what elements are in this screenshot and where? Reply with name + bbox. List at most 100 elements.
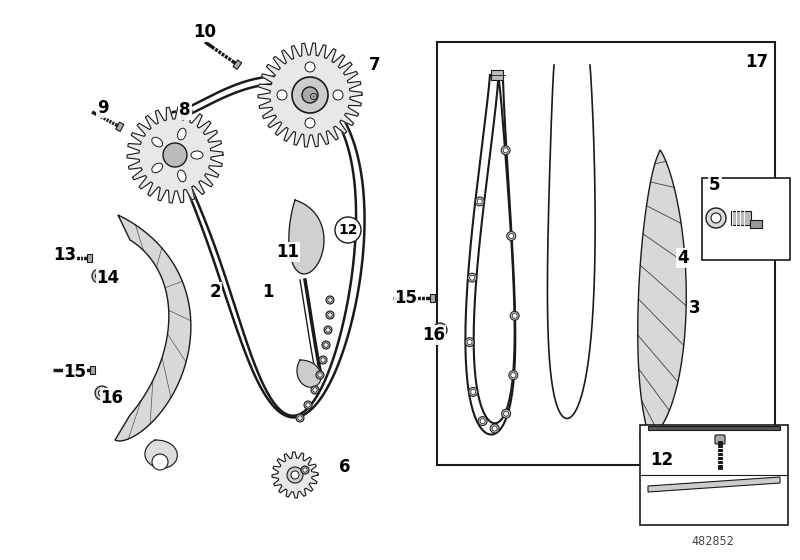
Text: 4: 4 xyxy=(677,249,689,267)
Circle shape xyxy=(95,273,102,279)
Circle shape xyxy=(318,373,322,377)
Circle shape xyxy=(509,371,518,380)
Text: 10: 10 xyxy=(194,23,217,41)
Circle shape xyxy=(326,311,334,319)
Polygon shape xyxy=(127,107,223,203)
Circle shape xyxy=(152,454,168,470)
Circle shape xyxy=(433,323,447,337)
Circle shape xyxy=(305,62,315,72)
Circle shape xyxy=(480,418,485,423)
Circle shape xyxy=(469,388,478,396)
Text: 15: 15 xyxy=(394,289,418,307)
Text: 13: 13 xyxy=(54,246,77,264)
Text: 17: 17 xyxy=(746,53,769,71)
Polygon shape xyxy=(145,440,178,468)
Polygon shape xyxy=(87,254,92,262)
Circle shape xyxy=(277,90,287,100)
Circle shape xyxy=(95,386,109,400)
Text: 9: 9 xyxy=(97,99,109,117)
Circle shape xyxy=(324,343,328,347)
Circle shape xyxy=(302,87,318,103)
FancyBboxPatch shape xyxy=(715,435,725,444)
Circle shape xyxy=(475,197,484,206)
Circle shape xyxy=(163,143,187,167)
Circle shape xyxy=(711,213,721,223)
Circle shape xyxy=(298,416,302,420)
Bar xyxy=(731,211,751,225)
Polygon shape xyxy=(258,43,362,147)
Circle shape xyxy=(316,371,324,379)
Polygon shape xyxy=(638,150,686,440)
Text: 16: 16 xyxy=(101,389,123,407)
Circle shape xyxy=(509,234,514,239)
Polygon shape xyxy=(648,477,780,492)
Circle shape xyxy=(291,471,299,479)
Circle shape xyxy=(437,326,443,334)
Text: 5: 5 xyxy=(710,176,721,194)
Polygon shape xyxy=(648,426,780,430)
Circle shape xyxy=(313,388,318,392)
Text: 14: 14 xyxy=(97,269,119,287)
Circle shape xyxy=(478,199,482,204)
Ellipse shape xyxy=(191,151,203,159)
Circle shape xyxy=(467,339,472,344)
Text: 3: 3 xyxy=(689,299,701,317)
Circle shape xyxy=(92,269,106,283)
Text: 2: 2 xyxy=(209,283,221,301)
Bar xyxy=(640,425,788,525)
Circle shape xyxy=(301,466,309,474)
Circle shape xyxy=(326,296,334,304)
Circle shape xyxy=(478,417,487,426)
Circle shape xyxy=(303,468,307,472)
Polygon shape xyxy=(297,360,321,388)
Circle shape xyxy=(644,432,650,438)
Circle shape xyxy=(328,313,332,317)
Ellipse shape xyxy=(178,128,186,140)
Text: 7: 7 xyxy=(369,56,381,74)
Text: 15: 15 xyxy=(63,363,86,381)
Text: 6: 6 xyxy=(339,458,350,476)
Circle shape xyxy=(503,148,508,153)
Text: 12: 12 xyxy=(338,223,358,237)
Text: 8: 8 xyxy=(179,101,190,119)
Circle shape xyxy=(321,358,326,362)
Text: 12: 12 xyxy=(650,451,673,469)
Circle shape xyxy=(98,390,106,396)
Circle shape xyxy=(492,426,497,431)
Circle shape xyxy=(328,298,332,302)
Circle shape xyxy=(510,311,519,320)
Polygon shape xyxy=(116,122,124,132)
Circle shape xyxy=(465,338,474,347)
Circle shape xyxy=(470,389,476,394)
Text: 1: 1 xyxy=(262,283,274,301)
Circle shape xyxy=(506,231,516,240)
Text: ⊙: ⊙ xyxy=(310,92,318,102)
Bar xyxy=(702,178,790,260)
Circle shape xyxy=(306,403,310,407)
Circle shape xyxy=(468,273,477,282)
Polygon shape xyxy=(289,200,324,274)
Text: 11: 11 xyxy=(277,243,299,261)
Circle shape xyxy=(640,428,654,442)
Circle shape xyxy=(305,118,315,128)
Circle shape xyxy=(490,424,499,433)
Circle shape xyxy=(502,409,510,418)
Text: 482852: 482852 xyxy=(692,535,734,548)
Ellipse shape xyxy=(152,137,162,147)
Bar xyxy=(750,220,762,228)
Bar xyxy=(437,42,775,465)
Circle shape xyxy=(326,328,330,332)
Bar xyxy=(491,70,503,80)
Circle shape xyxy=(319,356,327,364)
Circle shape xyxy=(504,411,509,416)
Circle shape xyxy=(287,467,303,483)
Circle shape xyxy=(501,146,510,155)
Circle shape xyxy=(296,414,304,422)
Polygon shape xyxy=(233,60,242,69)
Circle shape xyxy=(706,208,726,228)
Circle shape xyxy=(511,373,516,377)
Circle shape xyxy=(333,90,343,100)
Polygon shape xyxy=(272,452,318,498)
Circle shape xyxy=(470,275,474,280)
Text: 16: 16 xyxy=(422,326,446,344)
